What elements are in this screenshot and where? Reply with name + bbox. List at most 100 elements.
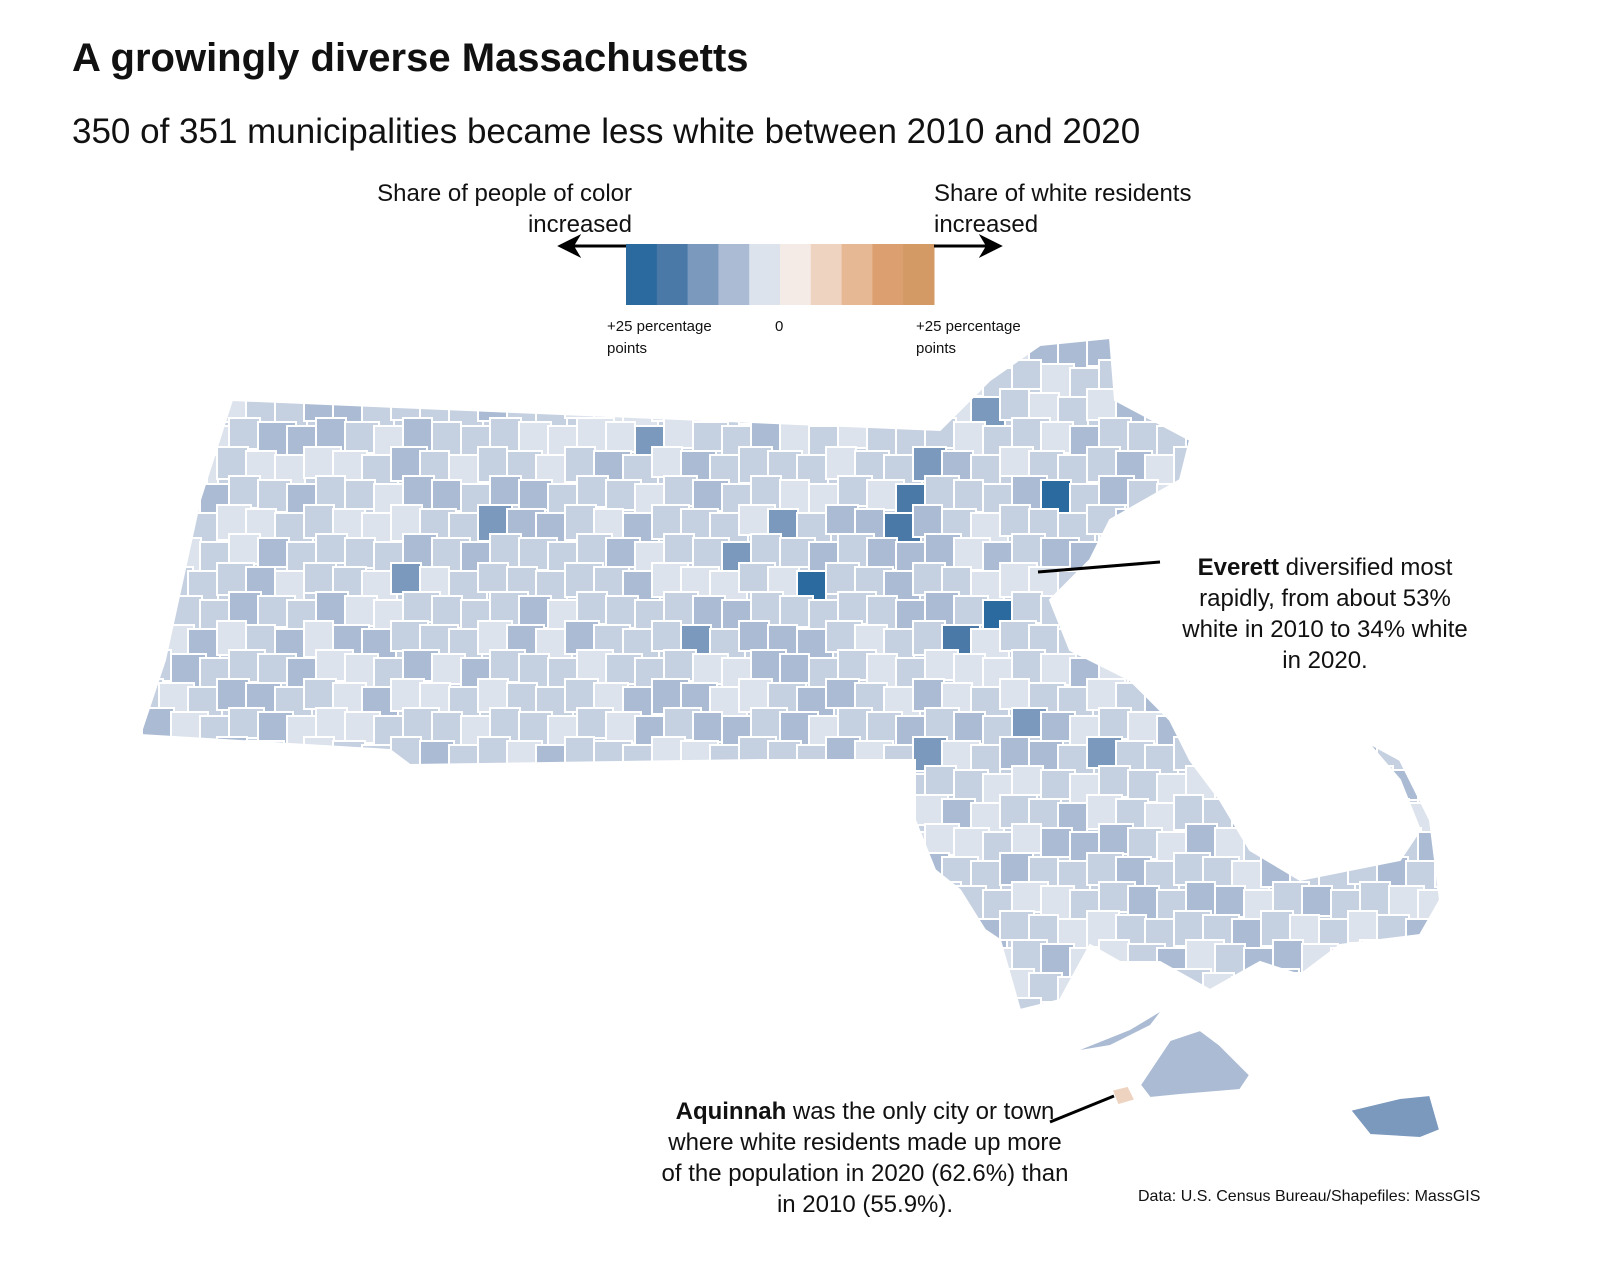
municipality[interactable] [1099,1172,1130,1207]
municipality[interactable] [866,885,904,916]
municipality[interactable] [1214,363,1247,399]
municipality[interactable] [507,1147,537,1180]
municipality[interactable] [854,392,890,424]
municipality[interactable] [1011,359,1042,390]
municipality[interactable] [565,1143,600,1173]
municipality[interactable] [1231,454,1262,487]
municipality[interactable] [1330,947,1363,978]
municipality[interactable] [866,537,898,571]
municipality[interactable] [1301,827,1335,864]
municipality[interactable] [1376,392,1409,423]
municipality[interactable] [954,1060,990,1096]
municipality[interactable] [274,860,305,894]
municipality[interactable] [1405,686,1436,724]
municipality[interactable] [1434,736,1466,772]
municipality[interactable] [913,1027,945,1056]
municipality[interactable] [362,1093,395,1128]
municipality[interactable] [303,331,338,362]
municipality[interactable] [883,976,914,1010]
municipality[interactable] [1347,504,1380,542]
municipality[interactable] [1215,1118,1253,1148]
municipality[interactable] [1127,769,1161,803]
municipality[interactable] [130,388,166,421]
municipality[interactable] [303,968,337,1001]
municipality[interactable] [808,947,839,979]
municipality[interactable] [1069,599,1109,634]
municipality[interactable] [315,997,353,1027]
municipality[interactable] [246,1089,279,1125]
municipality[interactable] [170,363,204,401]
municipality[interactable] [1260,446,1294,483]
municipality[interactable] [837,765,868,796]
municipality[interactable] [1011,591,1043,624]
municipality[interactable] [622,976,657,1007]
municipality[interactable] [130,852,161,885]
municipality[interactable] [1202,682,1234,720]
municipality[interactable] [1214,885,1246,918]
municipality[interactable] [594,1147,630,1180]
municipality[interactable] [779,827,816,865]
municipality[interactable] [825,504,859,535]
municipality[interactable] [681,1031,719,1061]
municipality[interactable] [622,918,660,949]
municipality[interactable] [187,918,220,956]
municipality[interactable] [1434,388,1468,422]
municipality[interactable] [1319,1093,1348,1123]
municipality[interactable] [303,678,337,710]
municipality[interactable] [257,363,288,395]
municipality[interactable] [1173,331,1212,362]
municipality[interactable] [420,1147,451,1181]
municipality[interactable] [332,798,364,835]
municipality[interactable] [506,972,544,1005]
municipality[interactable] [535,918,568,949]
municipality[interactable] [1244,1122,1277,1155]
municipality[interactable] [1405,512,1440,545]
municipality[interactable] [953,885,987,920]
marthas-vineyard[interactable] [1138,1028,1252,1100]
municipality[interactable] [1000,1027,1035,1063]
municipality[interactable] [680,856,716,888]
municipality[interactable] [286,889,319,925]
municipality[interactable] [332,914,367,951]
municipality[interactable] [432,1176,470,1207]
municipality[interactable] [1185,707,1224,742]
municipality[interactable] [403,1172,436,1203]
municipality[interactable] [257,1001,292,1037]
municipality[interactable] [1058,1035,1093,1071]
municipality[interactable] [1289,392,1327,428]
municipality[interactable] [779,363,815,394]
municipality[interactable] [1447,882,1482,912]
municipality[interactable] [391,1027,422,1058]
municipality[interactable] [1435,1143,1465,1176]
municipality[interactable] [1318,976,1352,1013]
municipality[interactable] [605,363,643,398]
municipality[interactable] [490,1056,523,1087]
municipality[interactable] [1405,744,1436,780]
municipality[interactable] [1232,1093,1261,1128]
municipality[interactable] [750,997,787,1030]
municipality[interactable] [130,562,165,594]
municipality[interactable] [1330,483,1367,515]
municipality[interactable] [837,417,868,449]
municipality[interactable] [739,1027,768,1060]
municipality[interactable] [605,1001,637,1038]
municipality[interactable] [692,827,730,858]
municipality[interactable] [506,798,537,834]
municipality[interactable] [188,1035,225,1064]
municipality[interactable] [999,852,1034,886]
municipality[interactable] [1417,831,1455,864]
municipality[interactable] [548,1064,585,1099]
municipality[interactable] [130,736,168,771]
municipality[interactable] [663,939,701,973]
municipality[interactable] [606,1176,638,1208]
municipality[interactable] [1260,504,1298,540]
municipality[interactable] [1359,359,1393,392]
municipality[interactable] [1348,1143,1385,1178]
municipality[interactable] [1405,454,1442,488]
municipality[interactable] [680,972,718,1004]
municipality[interactable] [141,881,174,914]
municipality[interactable] [1243,1005,1280,1039]
municipality[interactable] [1435,1027,1470,1057]
municipality[interactable] [837,823,876,857]
municipality[interactable] [797,1035,828,1066]
